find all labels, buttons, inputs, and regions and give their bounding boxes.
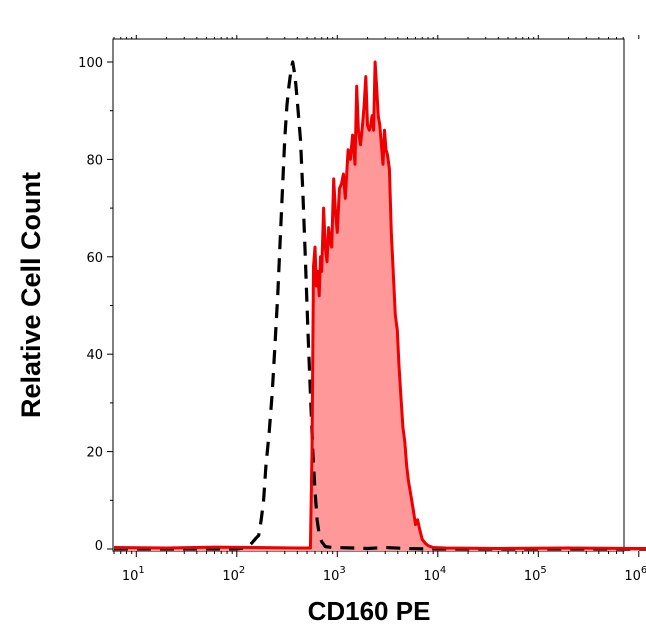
y-tick-label: 0 (95, 539, 103, 554)
y-tick-label: 80 (86, 153, 103, 168)
x-tick-label: 105 (524, 565, 547, 584)
series-line-0 (114, 60, 646, 551)
x-axis-title: CD160 PE (308, 596, 431, 626)
x-tick-label: 103 (323, 565, 346, 584)
x-tick-label: 102 (222, 565, 245, 584)
y-tick-label: 60 (86, 251, 103, 266)
y-axis-title: Relative Cell Count (16, 172, 46, 418)
series-line-1 (113, 60, 646, 550)
axis-layer: 101 102 103 104 105 106 0 20 40 60 80 100 (78, 35, 646, 584)
y-tick-label: 40 (86, 348, 103, 363)
x-tick-label: 101 (122, 565, 145, 584)
x-tick-label: 106 (624, 565, 646, 584)
y-tick-label: 100 (78, 56, 103, 71)
y-tick-label: 20 (86, 446, 103, 461)
fill-layer (114, 62, 646, 551)
line-layer (113, 60, 646, 551)
series-fill-1 (114, 62, 646, 551)
x-tick-label: 104 (423, 565, 446, 584)
